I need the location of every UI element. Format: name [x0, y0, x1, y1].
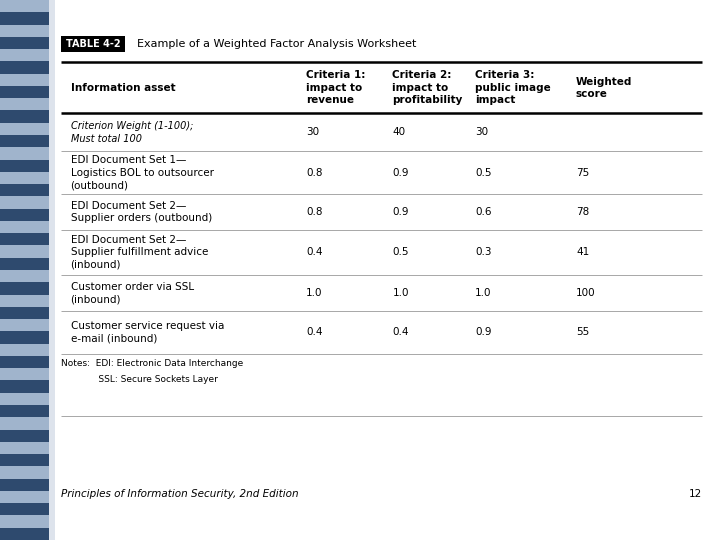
Text: 100: 100	[576, 288, 595, 298]
Bar	[0, 233, 49, 246]
Text: Principles of Information Security, 2nd Edition: Principles of Information Security, 2nd …	[61, 489, 299, 499]
Bar	[0, 307, 49, 319]
Text: 0.9: 0.9	[475, 327, 492, 337]
Text: EDI Document Set 2—
Supplier orders (outbound): EDI Document Set 2— Supplier orders (out…	[71, 201, 212, 223]
Bar	[0, 86, 49, 98]
Text: 0.6: 0.6	[475, 207, 492, 217]
Bar	[0, 37, 49, 49]
Text: 1.0: 1.0	[306, 288, 323, 298]
Text: 1.0: 1.0	[475, 288, 492, 298]
Bar	[0, 111, 49, 123]
Text: Information asset: Information asset	[71, 83, 175, 93]
Bar	[0, 332, 49, 343]
Text: Criteria 3:
public image
impact: Criteria 3: public image impact	[475, 70, 551, 105]
Bar	[0, 197, 49, 208]
Bar	[0, 159, 49, 172]
Text: TABLE 4-2: TABLE 4-2	[66, 39, 120, 49]
Text: 78: 78	[576, 207, 589, 217]
Bar	[0, 503, 49, 516]
Text: Example of a Weighted Factor Analysis Worksheet: Example of a Weighted Factor Analysis Wo…	[130, 39, 416, 49]
Text: 0.5: 0.5	[392, 247, 409, 258]
Bar	[0, 147, 49, 159]
Bar	[0, 270, 49, 282]
Text: Customer service request via
e-mail (inbound): Customer service request via e-mail (inb…	[71, 321, 224, 343]
Text: 30: 30	[306, 127, 319, 137]
Bar	[0, 246, 49, 258]
Text: 0.4: 0.4	[306, 327, 323, 337]
Bar	[0, 282, 49, 294]
Bar	[0, 417, 49, 429]
Bar	[0, 454, 49, 467]
Bar	[0, 368, 49, 381]
Text: 0.4: 0.4	[306, 247, 323, 258]
Bar	[0, 0, 49, 12]
Bar	[0, 429, 49, 442]
Bar	[0, 393, 49, 405]
Text: 40: 40	[392, 127, 405, 137]
Text: Criteria 2:
impact to
profitability: Criteria 2: impact to profitability	[392, 70, 463, 105]
Text: 12: 12	[689, 489, 702, 499]
Text: 0.4: 0.4	[392, 327, 409, 337]
Text: EDI Document Set 2—
Supplier fulfillment advice
(inbound): EDI Document Set 2— Supplier fulfillment…	[71, 235, 208, 270]
Text: 0.9: 0.9	[392, 207, 409, 217]
Text: Notes:  EDI: Electronic Data Interchange: Notes: EDI: Electronic Data Interchange	[61, 359, 243, 368]
Bar	[0, 343, 49, 356]
Bar	[61, 36, 125, 52]
Bar	[0, 258, 49, 270]
Text: 0.9: 0.9	[392, 168, 409, 178]
Bar	[0, 221, 49, 233]
Text: SSL: Secure Sockets Layer: SSL: Secure Sockets Layer	[61, 375, 218, 384]
Bar	[0, 319, 49, 332]
Bar	[0, 356, 49, 368]
Bar	[0, 73, 49, 86]
Bar	[0, 49, 49, 62]
Bar	[0, 478, 49, 491]
Text: 0.8: 0.8	[306, 168, 323, 178]
Bar	[0, 381, 49, 393]
Bar	[0, 184, 49, 197]
Bar	[0, 491, 49, 503]
Text: 30: 30	[475, 127, 488, 137]
Bar	[0, 294, 49, 307]
Text: 0.8: 0.8	[306, 207, 323, 217]
Bar	[0, 528, 49, 540]
Bar	[0, 442, 49, 454]
Text: Weighted
score: Weighted score	[576, 77, 632, 99]
Bar	[0, 208, 49, 221]
Bar	[49, 0, 55, 540]
Bar	[0, 467, 49, 478]
Text: Criteria 1:
impact to
revenue: Criteria 1: impact to revenue	[306, 70, 365, 105]
Text: 75: 75	[576, 168, 589, 178]
Text: Criterion Weight (1-100);
Must total 100: Criterion Weight (1-100); Must total 100	[71, 121, 193, 144]
Bar	[0, 135, 49, 147]
Bar	[0, 123, 49, 135]
Text: 0.5: 0.5	[475, 168, 492, 178]
Text: 55: 55	[576, 327, 589, 337]
Bar	[0, 516, 49, 528]
Bar	[0, 62, 49, 73]
Text: 0.3: 0.3	[475, 247, 492, 258]
Bar	[0, 405, 49, 417]
Text: EDI Document Set 1—
Logistics BOL to outsourcer
(outbound): EDI Document Set 1— Logistics BOL to out…	[71, 156, 214, 190]
Bar	[0, 12, 49, 24]
Text: 1.0: 1.0	[392, 288, 409, 298]
Bar	[0, 98, 49, 111]
Bar	[0, 24, 49, 37]
Bar	[0, 172, 49, 184]
Text: Customer order via SSL
(inbound): Customer order via SSL (inbound)	[71, 282, 194, 304]
Text: 41: 41	[576, 247, 589, 258]
